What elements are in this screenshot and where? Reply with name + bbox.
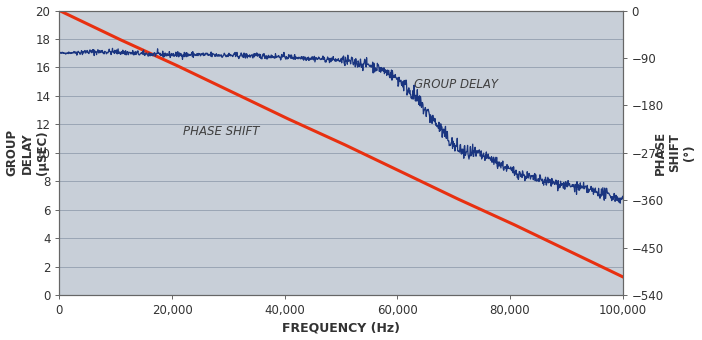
Y-axis label: PHASE
SHIFT
(°): PHASE SHIFT (°) [654, 131, 696, 175]
Text: PHASE SHIFT: PHASE SHIFT [183, 125, 260, 138]
Text: GROUP DELAY: GROUP DELAY [414, 78, 498, 91]
Y-axis label: GROUP
DELAY
(μSEC): GROUP DELAY (μSEC) [6, 129, 48, 176]
X-axis label: FREQUENCY (Hz): FREQUENCY (Hz) [282, 321, 400, 335]
